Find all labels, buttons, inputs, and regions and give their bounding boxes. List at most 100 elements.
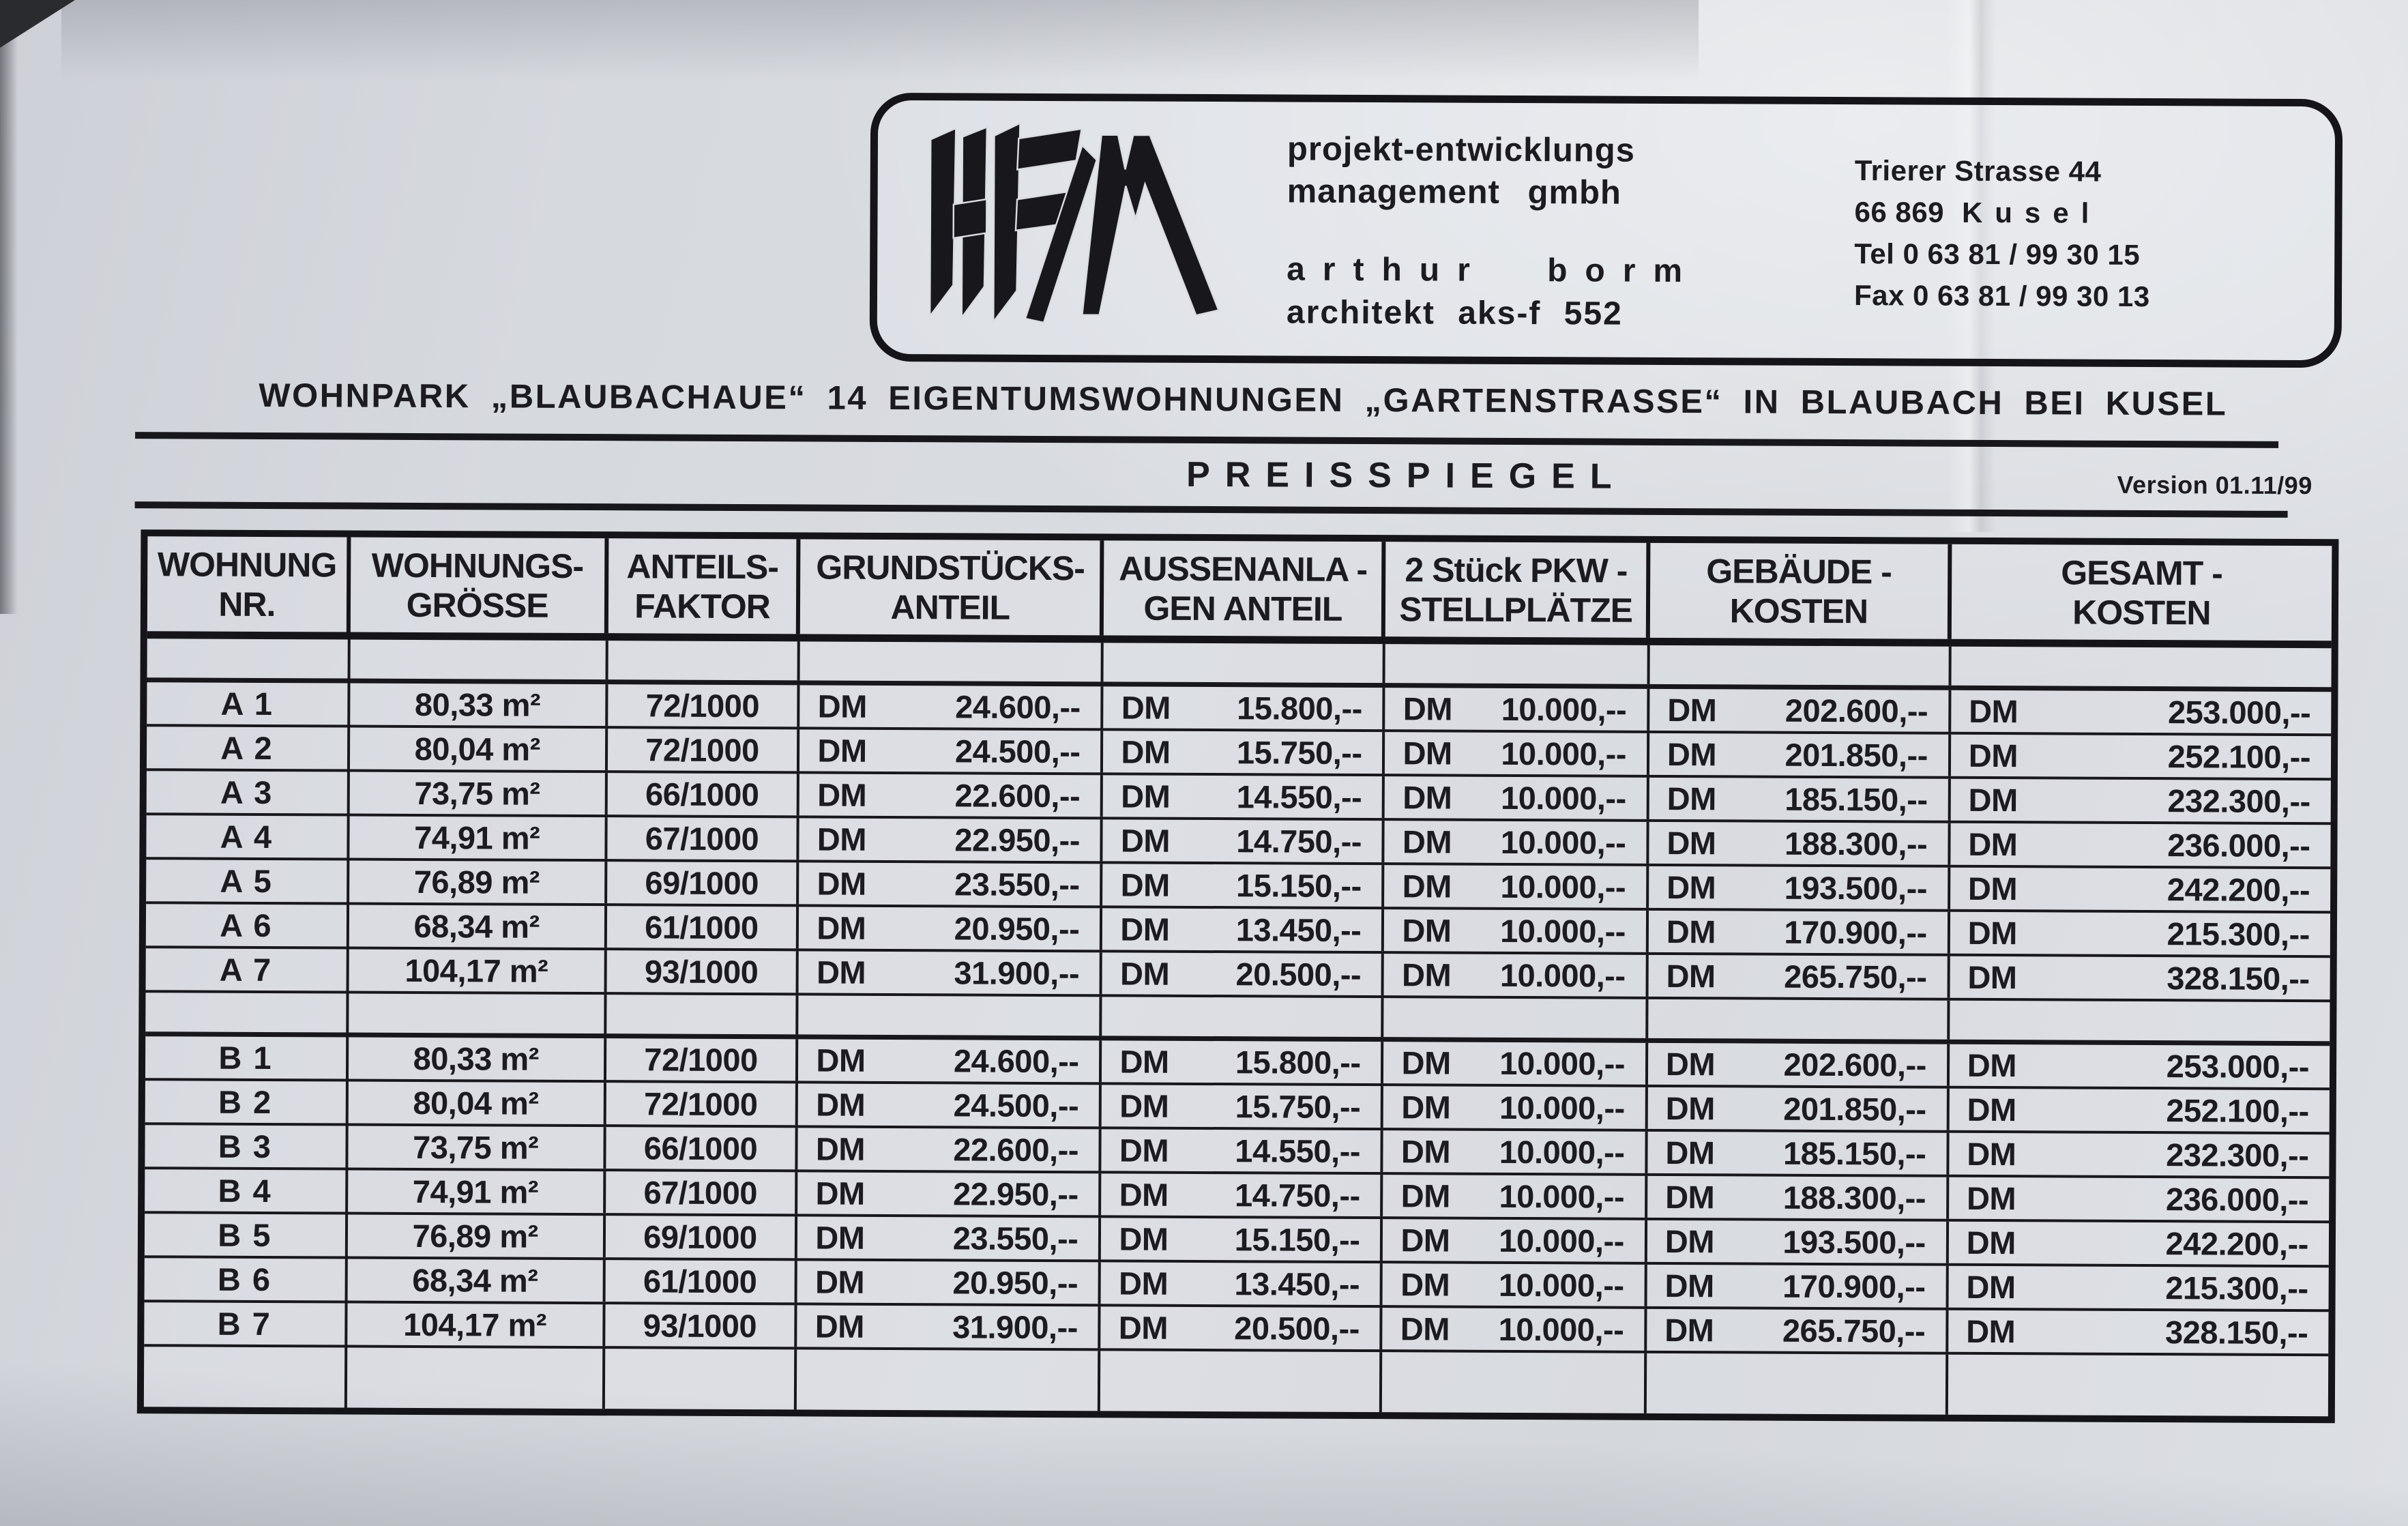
column-header-line2: NR.	[218, 585, 276, 623]
currency-label: DM	[1665, 1089, 1715, 1127]
apartment-size: 80,04 m²	[348, 1081, 606, 1125]
amount-value: 15.800,--	[1237, 690, 1362, 727]
share-factor: 66/1000	[606, 1127, 799, 1170]
currency-label: DM	[1968, 737, 2018, 774]
amount-value: 201.850,--	[1785, 736, 1928, 774]
currency-label: DM	[1665, 1134, 1715, 1171]
pkw-stellplaetze: DM 10.000,--	[1384, 865, 1649, 908]
grundstuecks-anteil: DM 31.900,--	[797, 1305, 1101, 1349]
amount-value: 20.950,--	[952, 1264, 1078, 1302]
gebaeude-kosten: DM 193.500,--	[1647, 1220, 1949, 1263]
amount-value: 14.550,--	[1235, 1132, 1361, 1170]
paper-edge-shadow	[0, 0, 18, 614]
gesamt-kosten: DM 242.200,--	[1949, 1222, 2329, 1265]
currency-label: DM	[1402, 912, 1452, 949]
amount-value: 24.500,--	[954, 733, 1081, 770]
grundstuecks-anteil: DM 23.550,--	[797, 1216, 1102, 1260]
grundstuecks-anteil: DM 24.600,--	[798, 1039, 1102, 1083]
amount-value: 24.500,--	[953, 1087, 1079, 1124]
column-header-line1: GESAMT -	[2061, 553, 2222, 593]
share-factor: 61/1000	[606, 906, 799, 949]
amount-value: 232.300,--	[2167, 782, 2310, 820]
amount-value: 10.000,--	[1499, 956, 1626, 994]
gebaeude-kosten: DM 188.300,--	[1647, 1175, 1950, 1219]
pkw-stellplaetze: DM 10.000,--	[1384, 821, 1649, 864]
letterhead-box: projekt-entwicklungs management gmbh art…	[869, 92, 2343, 368]
currency-label: DM	[817, 909, 866, 946]
grundstuecks-anteil: DM 20.950,--	[799, 907, 1103, 950]
currency-label: DM	[1664, 1222, 1715, 1260]
currency-label: DM	[1120, 911, 1170, 948]
amount-value: 14.750,--	[1236, 823, 1362, 860]
amount-value: 10.000,--	[1500, 779, 1626, 817]
currency-label: DM	[1400, 1133, 1451, 1170]
currency-label: DM	[1966, 1179, 2016, 1217]
column-header-line1: ANTEILS-	[626, 546, 779, 586]
apartment-nr: B 2	[145, 1081, 349, 1124]
currency-label: DM	[1969, 692, 2018, 730]
empty-cell	[1948, 1355, 2329, 1416]
gebaeude-kosten: DM 170.900,--	[1647, 1264, 1949, 1308]
empty-cell	[604, 1349, 797, 1410]
empty-cell	[145, 993, 349, 1033]
empty-cell	[1383, 998, 1649, 1038]
amount-value: 10.000,--	[1499, 1089, 1625, 1126]
column-header: WOHNUNGS- GRÖSSE	[350, 537, 609, 634]
amount-value: 20.500,--	[1234, 1310, 1360, 1347]
gesamt-kosten: DM 215.300,--	[1950, 912, 2330, 955]
empty-cell	[1385, 644, 1650, 684]
amount-value: 13.450,--	[1234, 1265, 1360, 1303]
amount-value: 236.000,--	[2167, 827, 2310, 864]
gebaeude-kosten: DM 185.150,--	[1647, 1131, 1950, 1175]
address-block: Trierer Strasse 44 66 869 Kusel Tel 0 63 …	[1854, 149, 2151, 317]
gebaeude-kosten: DM 185.150,--	[1649, 777, 1951, 821]
amount-value: 188.300,--	[1784, 825, 1928, 862]
amount-value: 253.000,--	[2166, 1048, 2310, 1085]
paper-crease-top	[61, 0, 1699, 82]
currency-label: DM	[814, 1263, 865, 1300]
currency-label: DM	[1403, 735, 1452, 772]
pkw-stellplaetze: DM 10.000,--	[1382, 1308, 1647, 1351]
currency-label: DM	[1666, 868, 1716, 906]
paper-crease-bottom	[0, 1349, 2408, 1526]
currency-label: DM	[1666, 824, 1716, 862]
currency-label: DM	[1402, 956, 1452, 993]
amount-value: 13.450,--	[1235, 911, 1362, 949]
amount-value: 202.600,--	[1783, 1046, 1926, 1083]
apartment-size: 104,17 m²	[347, 1303, 606, 1347]
grundstuecks-anteil: DM 31.900,--	[798, 951, 1103, 995]
column-header: 2 Stück PKW - STELLPLÄTZE	[1385, 542, 1651, 638]
column-header: GEBÄUDE - KOSTEN	[1649, 542, 1952, 639]
aussenanlagen-anteil: DM 20.500,--	[1102, 952, 1385, 996]
pkw-stellplaetze: DM 10.000,--	[1383, 1263, 1647, 1306]
amount-value: 265.750,--	[1784, 958, 1927, 995]
gebaeude-kosten: DM 265.750,--	[1648, 954, 1950, 998]
pkw-stellplaetze: DM 10.000,--	[1383, 1219, 1648, 1262]
currency-label: DM	[1401, 1089, 1451, 1126]
currency-label: DM	[814, 1308, 864, 1345]
currency-label: DM	[1118, 1265, 1169, 1302]
amount-value: 31.900,--	[954, 954, 1080, 992]
currency-label: DM	[1119, 1087, 1169, 1124]
column-header-line2: KOSTEN	[2072, 593, 2211, 632]
amount-value: 242.200,--	[2165, 1225, 2308, 1263]
amount-value: 10.000,--	[1500, 868, 1626, 905]
amount-value: 236.000,--	[2165, 1181, 2309, 1218]
currency-label: DM	[816, 1042, 866, 1079]
grundstuecks-anteil: DM 22.600,--	[797, 1128, 1102, 1171]
amount-value: 10.000,--	[1499, 1044, 1626, 1082]
currency-label: DM	[1402, 823, 1452, 860]
amount-value: 24.600,--	[955, 688, 1081, 726]
aussenanlagen-anteil: DM 14.550,--	[1103, 775, 1385, 819]
pkw-stellplaetze: DM 10.000,--	[1383, 1130, 1648, 1173]
share-factor: 93/1000	[604, 1304, 797, 1347]
amount-value: 170.900,--	[1784, 913, 1927, 951]
company-line-2: management gmbh	[1287, 173, 1622, 211]
person-title: architekt aks-f 552	[1286, 294, 1623, 332]
currency-label: DM	[1664, 1311, 1714, 1349]
gebaeude-kosten: DM 201.850,--	[1649, 733, 1951, 776]
apartment-nr: B 7	[144, 1302, 348, 1345]
amount-value: 20.950,--	[954, 910, 1080, 948]
